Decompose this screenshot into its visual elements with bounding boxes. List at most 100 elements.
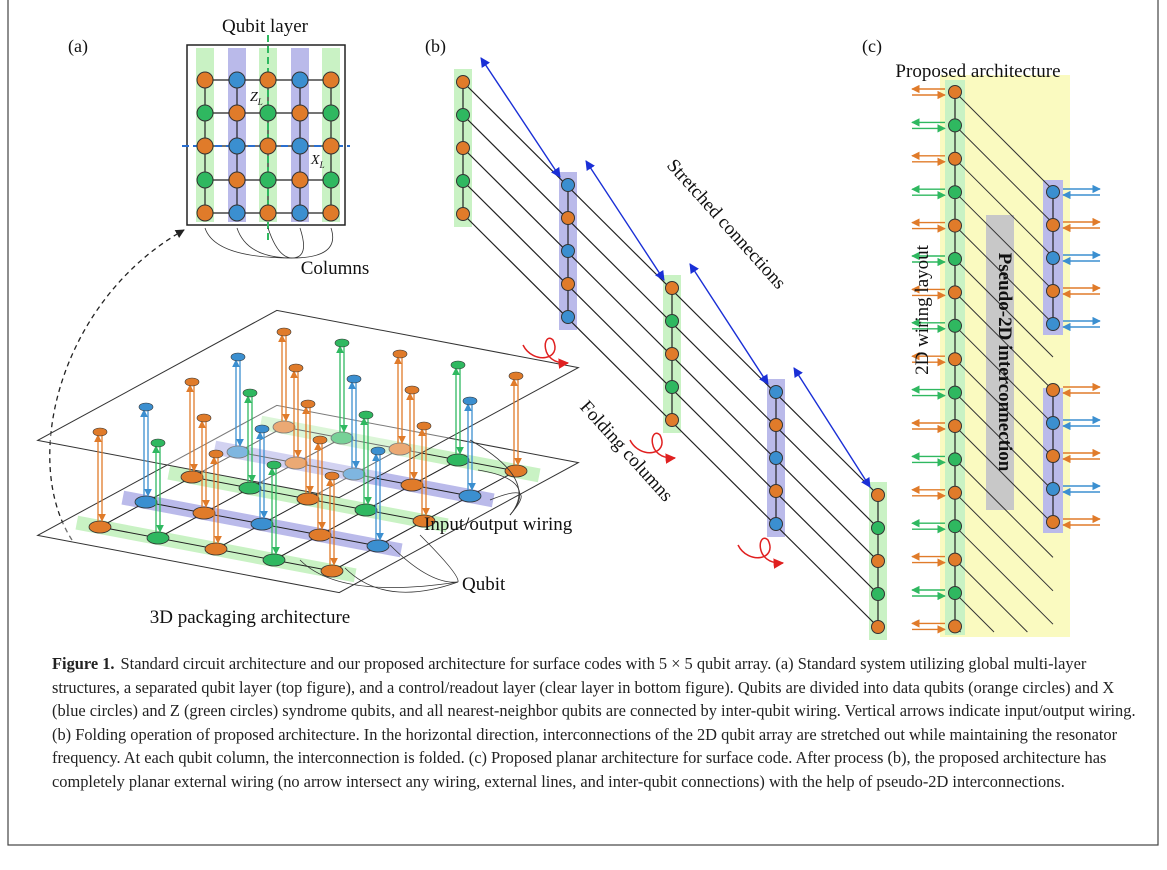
pad [255,425,269,433]
panel-label: (c) [862,36,882,57]
qubit [1047,252,1060,265]
stretch-arrow [481,58,560,177]
proposed-label: Proposed architecture [895,61,1060,82]
caption-label: Figure 1. [52,654,115,673]
qubit [197,72,213,88]
pseudo-2d-label: Pseudo-2D interconnection [994,253,1015,472]
qubit [292,72,308,88]
pad [359,411,373,419]
drawing [38,35,1100,640]
qubit [1047,483,1060,496]
qubit [297,493,319,505]
qubit [562,179,575,192]
qubit-layer-label: Qubit layer [222,16,309,37]
qubit [323,138,339,154]
qubit [1047,186,1060,199]
qubit [872,621,885,634]
qubit [949,553,962,566]
pad [185,378,199,386]
pad [139,403,153,411]
qubit [949,520,962,533]
pad [209,450,223,458]
pad [151,439,165,447]
pad [231,353,245,361]
qubit [229,138,245,154]
qubit [1047,450,1060,463]
stretched-label: Stretched connections [662,155,790,293]
qubit [355,504,377,516]
qubit [666,282,679,295]
qubit [457,175,470,188]
page: {"panels": { "a": {"label": "(a)", "qubi… [0,0,1167,870]
z-sub: L [257,97,263,107]
qubit [309,529,331,541]
qubit [949,219,962,232]
stretch-arrow [794,368,870,487]
qubit [260,138,276,154]
qubit [1047,219,1060,232]
qubit [949,186,962,199]
qubit [323,205,339,221]
qubit [562,311,575,324]
pad [509,372,523,380]
qubit [949,286,962,299]
qubit [949,420,962,433]
qubit [872,522,885,535]
pointer-curve [292,228,304,258]
qubit [260,105,276,121]
qubit [323,172,339,188]
qubit [949,453,962,466]
panel-label: (b) [425,36,446,57]
pad [393,350,407,358]
pad [451,361,465,369]
qubit [193,507,215,519]
pointer-curve [292,228,333,258]
pad [417,422,431,430]
qubit [872,489,885,502]
qubit [457,76,470,89]
qubit [89,521,111,533]
qubit [770,419,783,432]
qubit [457,109,470,122]
qubit [197,138,213,154]
qubit-label: Qubit [462,574,506,595]
qubit [229,172,245,188]
pad [405,386,419,394]
qubit [770,452,783,465]
qubit [229,205,245,221]
qubit [949,253,962,266]
wiring-2d-label: 2D wiring layout [912,244,933,375]
stretch-arrow [586,161,664,280]
x-sub: L [319,160,325,170]
qubit [197,105,213,121]
qubit [457,208,470,221]
qubit [666,414,679,427]
qubit [251,518,273,530]
qubit [447,454,469,466]
panel-label: (a) [68,36,88,57]
pad [243,389,257,397]
qubit [770,518,783,531]
pointer-curve [268,228,292,258]
pad [313,436,327,444]
qubit [505,465,527,477]
qubit [1047,318,1060,331]
pad [267,461,281,469]
qubit [949,86,962,99]
qubit [949,319,962,332]
pad [463,397,477,405]
qubit [323,72,339,88]
qubit [260,172,276,188]
qubit [949,620,962,633]
pad [93,428,107,436]
qubit [321,565,343,577]
qubit [323,105,339,121]
pad [197,414,211,422]
pad [335,339,349,347]
qubit [949,152,962,165]
qubit [135,496,157,508]
folding-label: Folding columns [575,397,676,506]
qubit [562,212,575,225]
qubit [770,485,783,498]
qubit [292,172,308,188]
